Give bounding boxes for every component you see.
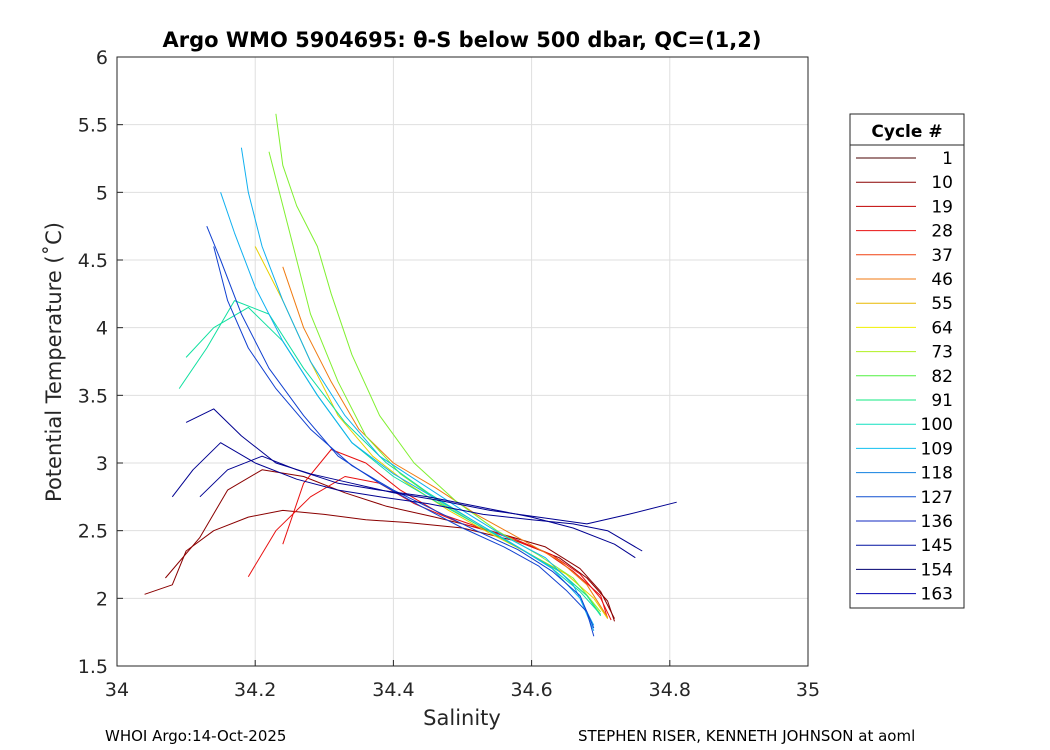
legend-entry: 136 <box>856 512 953 532</box>
x-tick-label: 34.2 <box>234 679 276 701</box>
legend-label: 154 <box>921 560 953 580</box>
legend-label: 10 <box>931 173 953 193</box>
legend-entry: 145 <box>856 536 953 556</box>
y-tick-label: 5 <box>96 182 108 204</box>
legend-entry: 64 <box>856 318 953 338</box>
legend-entry: 154 <box>856 560 953 580</box>
profile-line <box>282 449 609 619</box>
profile-line <box>165 469 615 619</box>
footer-right: STEPHEN RISER, KENNETH JOHNSON at aoml <box>578 727 915 745</box>
legend: Cycle # 1 10 19 28 37 46 55 64 73 82 91 100 109 118 12… <box>849 113 965 609</box>
legend-entry: 100 <box>856 415 953 435</box>
y-tick-label: 5.5 <box>78 115 108 137</box>
series-cycle-19-37 <box>247 449 612 621</box>
legend-entry: 163 <box>856 585 953 605</box>
grid-lines <box>116 56 809 667</box>
series-cycle-1-10 <box>144 469 615 622</box>
profile-line <box>247 476 612 621</box>
profile-line <box>206 226 595 637</box>
profile-line <box>240 147 595 626</box>
chart-title: Argo WMO 5904695: θ-S below 500 dbar, QC… <box>163 28 762 52</box>
series-cycle-46-55 <box>282 266 609 618</box>
y-axis: 1.5 2 2.5 3 3.5 4 4.5 5 5.5 6 <box>78 47 123 678</box>
y-axis-label: Potential Temperature (˚C) <box>42 222 66 502</box>
legend-label: 46 <box>931 270 953 290</box>
legend-label: 1 <box>942 149 953 169</box>
legend-label: 136 <box>921 512 953 532</box>
legend-label: 91 <box>931 391 953 411</box>
legend-label: 100 <box>921 415 953 435</box>
legend-label: 37 <box>931 246 953 266</box>
legend-entry: 10 <box>856 173 953 193</box>
y-tick-label: 4 <box>96 318 108 340</box>
profile-line <box>185 408 677 525</box>
plot-area <box>116 56 809 667</box>
legend-entry: 37 <box>856 246 953 266</box>
footer-left: WHOI Argo:14-Oct-2025 <box>105 727 286 745</box>
legend-entry: 91 <box>856 391 953 411</box>
y-tick-label: 2 <box>96 588 108 610</box>
profile-line <box>220 192 595 631</box>
series-cycle-109-118 <box>220 147 595 631</box>
profile-line <box>144 509 615 622</box>
y-tick-label: 3 <box>96 453 108 475</box>
profile-line <box>171 442 643 552</box>
legend-label: 55 <box>931 294 953 314</box>
legend-label: 64 <box>931 318 953 338</box>
legend-entry: 109 <box>856 439 953 459</box>
legend-title: Cycle # <box>871 122 942 142</box>
legend-entry: 82 <box>856 367 953 387</box>
legend-label: 73 <box>931 343 953 363</box>
x-tick-label: 34.8 <box>649 679 691 701</box>
y-tick-label: 4.5 <box>78 250 108 272</box>
legend-box <box>849 113 965 609</box>
legend-entry: 1 <box>856 149 953 169</box>
x-tick-label: 34.6 <box>510 679 552 701</box>
x-axis: 34 34.2 34.4 34.6 34.8 35 <box>105 660 820 701</box>
legend-label: 127 <box>921 488 953 508</box>
legend-label: 109 <box>921 439 953 459</box>
x-axis-label: Salinity <box>423 706 501 730</box>
y-tick-label: 2.5 <box>78 521 108 543</box>
x-tick-label: 35 <box>796 679 820 701</box>
y-tick-label: 1.5 <box>78 656 108 678</box>
legend-entry: 28 <box>856 222 953 242</box>
x-tick-label: 34 <box>105 679 129 701</box>
legend-label: 145 <box>921 536 953 556</box>
series-layer <box>144 113 677 637</box>
legend-label: 163 <box>921 585 953 605</box>
series-cycle-127-136 <box>206 226 595 637</box>
legend-label: 19 <box>931 197 953 217</box>
profile-line <box>282 266 609 618</box>
legend-label: 82 <box>931 367 953 387</box>
profile-line <box>213 246 595 629</box>
profile-line <box>199 455 636 559</box>
profile-line <box>275 113 602 613</box>
x-tick-label: 34.4 <box>372 679 414 701</box>
legend-entry: 46 <box>856 270 953 290</box>
legend-entry: 118 <box>856 464 953 484</box>
legend-entry: 19 <box>856 197 953 217</box>
y-tick-label: 6 <box>96 47 108 69</box>
legend-entry: 73 <box>856 343 953 363</box>
legend-label: 118 <box>921 464 953 484</box>
series-cycle-145-163 <box>171 408 677 559</box>
legend-items: 1 10 19 28 37 46 55 64 73 82 91 100 109 118 127 136 145 1… <box>856 149 953 605</box>
y-tick-label: 3.5 <box>78 385 108 407</box>
legend-entry: 55 <box>856 294 953 314</box>
legend-entry: 127 <box>856 488 953 508</box>
legend-label: 28 <box>931 222 953 242</box>
